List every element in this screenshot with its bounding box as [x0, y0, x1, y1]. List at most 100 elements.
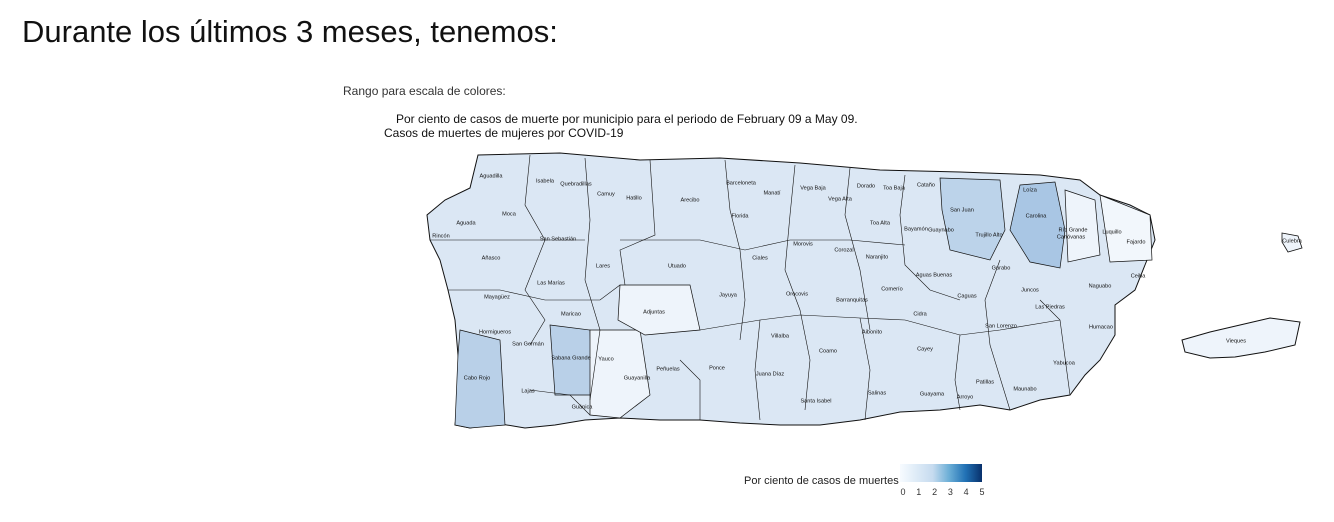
municipality-label: Bayamón	[904, 226, 928, 232]
legend-tick-label: 1	[916, 487, 922, 497]
municipality-label: Río Grande	[1059, 227, 1088, 233]
municipality-label: Mayagüez	[484, 294, 510, 300]
municipality-label: Camuy	[597, 191, 615, 197]
municipality-label: San Sebastián	[540, 236, 576, 242]
municipality-label: Lajas	[521, 388, 535, 394]
legend-tick-label: 0	[900, 487, 906, 497]
region-san-juan-metro	[939, 177, 1006, 261]
map-subtitle: Casos de muertes de mujeres por COVID-19	[384, 126, 624, 140]
municipality-label: Arecibo	[681, 197, 700, 203]
region-south-light	[589, 329, 651, 419]
municipality-label: Juana Díaz	[756, 371, 784, 377]
municipality-label: Ciales	[752, 255, 768, 261]
municipality-label: Aguas Buenas	[916, 272, 953, 278]
legend-color-bar	[900, 464, 982, 482]
municipality-label: Las Piedras	[1035, 304, 1065, 310]
municipality-label: Moca	[502, 211, 517, 217]
region-adjuntas	[617, 284, 701, 336]
municipality-label: Canóvanas	[1057, 234, 1086, 240]
municipality-label: Cabo Rojo	[464, 375, 490, 381]
municipality-label: Isabela	[536, 178, 555, 184]
color-range-label: Rango para escala de colores:	[343, 84, 506, 98]
municipality-label: San Juan	[950, 207, 974, 213]
municipality-label: Manatí	[763, 190, 781, 196]
municipality-label: San Germán	[512, 341, 544, 347]
legend-tick-label: 3	[947, 487, 953, 497]
municipality-label: Trujillo Alto	[975, 232, 1002, 238]
map-title: Por ciento de casos de muerte por munici…	[396, 112, 858, 126]
municipality-label: Coamo	[819, 348, 837, 354]
legend-tick-label: 2	[932, 487, 938, 497]
municipality-label: Utuado	[668, 263, 686, 269]
municipality-label: Loíza	[1023, 187, 1038, 193]
municipality-label: Naguabo	[1089, 283, 1112, 289]
municipality-label: Villalba	[771, 333, 790, 339]
municipality-label: Toa Baja	[883, 185, 906, 191]
municipality-label: Corozal	[834, 247, 853, 253]
municipality-label: Ponce	[709, 365, 725, 371]
municipality-label: Guaynabo	[928, 227, 954, 233]
municipality-label: Cayey	[917, 346, 933, 352]
municipality-label: Ceiba	[1131, 273, 1147, 279]
municipality-label: Quebradillas	[560, 181, 592, 187]
municipality-label: Santa Isabel	[800, 398, 831, 404]
municipality-label: Vega Alta	[828, 196, 853, 202]
municipality-label: Culebra	[1282, 238, 1302, 244]
municipality-label: Hatillo	[626, 195, 642, 201]
municipality-label: Sabana Grande	[551, 355, 591, 361]
municipality-label: Comerío	[881, 286, 902, 292]
municipality-label: Barranquitas	[836, 297, 868, 303]
municipality-label: Gurabo	[992, 265, 1011, 271]
municipality-label: Guánica	[572, 404, 594, 410]
municipality-label: Maricao	[561, 311, 581, 317]
municipality-label: Barceloneta	[726, 180, 757, 186]
legend-title: Por ciento de casos de muertes	[744, 475, 899, 487]
vieques-outline	[1181, 317, 1301, 359]
region-rio-grande	[1064, 189, 1101, 263]
municipality-label: Yabucoa	[1053, 360, 1076, 366]
municipality-label: San Lorenzo	[985, 323, 1017, 329]
municipality-label: Naranjito	[866, 254, 888, 260]
slide-heading: Durante los últimos 3 meses, tenemos:	[22, 14, 558, 49]
municipality-label: Aibonito	[862, 329, 882, 335]
legend-tick-label: 4	[963, 487, 969, 497]
municipality-label: Humacao	[1089, 324, 1113, 330]
municipality-label: Aguadilla	[479, 173, 503, 179]
municipality-label: Hormigueros	[479, 329, 511, 335]
region-west-coast	[454, 329, 506, 429]
municipality-label: Arroyo	[957, 394, 973, 400]
municipality-label: Aguada	[456, 220, 476, 226]
municipality-label: Caguas	[957, 293, 976, 299]
legend-tick-label: 5	[979, 487, 985, 497]
municipality-label: Jayuya	[719, 292, 738, 298]
region-rio-grande-east	[1099, 194, 1153, 263]
municipality-label: Rincón	[432, 233, 449, 239]
municipality-label: Maunabo	[1013, 386, 1036, 392]
municipality-label: Añasco	[482, 255, 501, 261]
municipal-boundaries	[430, 154, 1071, 421]
municipality-label: Orocovis	[786, 291, 808, 297]
municipality-label: Adjuntas	[643, 309, 665, 315]
municipality-label: Cataño	[917, 182, 935, 188]
municipality-label: Yauco	[598, 356, 613, 362]
municipality-label: Morovis	[793, 241, 813, 247]
municipality-label: Vega Baja	[800, 185, 826, 191]
municipality-label: Patillas	[976, 379, 994, 385]
municipality-label: Florida	[731, 213, 749, 219]
municipality-label: Guayanilla	[624, 375, 651, 381]
municipality-label: Luquillo	[1102, 229, 1121, 235]
municipality-label: Fajardo	[1127, 239, 1146, 245]
region-carolina-canovanas	[1009, 181, 1066, 269]
municipality-label: Juncos	[1021, 287, 1039, 293]
municipality-label: Dorado	[857, 183, 875, 189]
municipality-label: Salinas	[868, 390, 887, 396]
culebra-outline	[1281, 232, 1303, 253]
municipality-label: Las Marías	[537, 280, 565, 286]
municipality-label: Peñuelas	[656, 366, 680, 372]
municipality-labels: Aguadilla Isabela Quebradillas Camuy Hatillo…	[432, 173, 1302, 410]
municipality-label: Cidra	[913, 311, 927, 317]
municipality-label: Vieques	[1226, 338, 1246, 344]
municipality-label: Carolina	[1026, 213, 1048, 219]
municipality-label: Guayama	[920, 391, 945, 397]
